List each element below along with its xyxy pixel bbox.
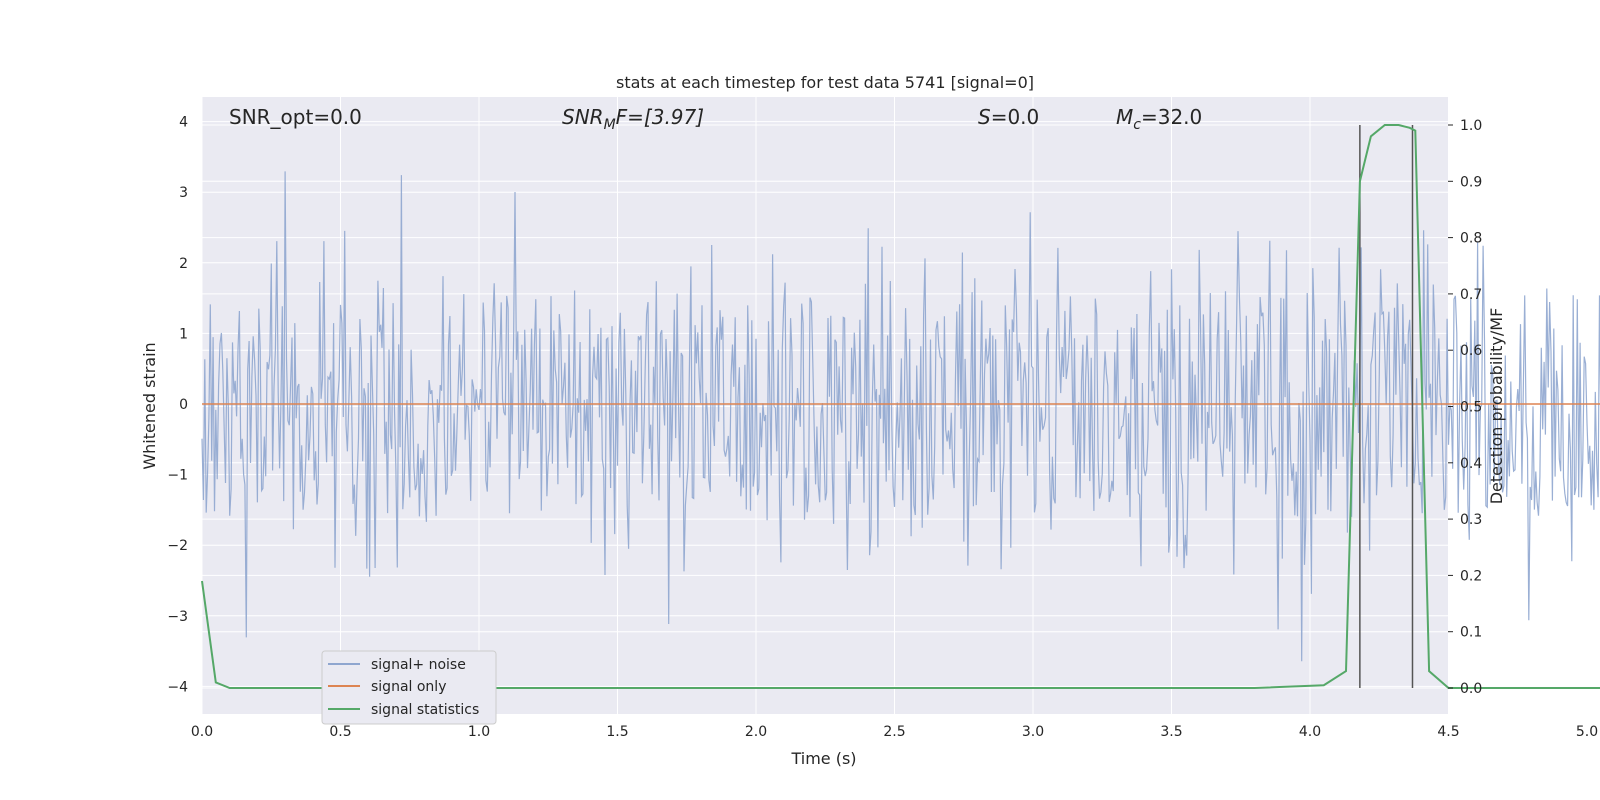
signal-statistics-series: [201, 124, 1600, 689]
x-axis-ticks: 0.00.51.01.52.02.53.03.54.04.55.05.56.06…: [191, 724, 1598, 740]
annotation-s-main: S: [978, 105, 991, 129]
y-right-tick-label: 0.8: [1460, 231, 1482, 247]
x-tick-label: 2.5: [883, 724, 905, 740]
signal-plus-noise-line: [201, 171, 1600, 662]
y-left-tick-label: 4: [179, 115, 188, 131]
x-tick-label: 3.5: [1160, 724, 1182, 740]
plot-background: [202, 97, 1448, 714]
annotation-snr-opt: SNR_opt=0.0: [229, 105, 362, 129]
legend: signal+ noise signal only signal statist…: [321, 650, 497, 725]
annotation-snr-mf-rest: F=[3.97]: [616, 105, 704, 129]
y-left-tick-label: −1: [167, 468, 188, 484]
y-right-tick-label: 1.0: [1460, 118, 1482, 134]
x-tick-label: 4.0: [1299, 724, 1321, 740]
annotation-mc: Mc=32.0: [1116, 105, 1202, 133]
legend-label-signal-statistics: signal statistics: [371, 702, 479, 718]
legend-label-signal-plus-noise: signal+ noise: [371, 657, 466, 673]
y-right-tick-label: 0.7: [1460, 287, 1482, 303]
signal-plus-noise-series: [201, 171, 1600, 662]
x-tick-label: 0.0: [191, 724, 213, 740]
annotation-s: S=0.0: [978, 105, 1039, 129]
y-axis-right-ticks: 1.0 0.9 0.8 0.7 0.6 0.5 0.4 0.3 0.2 0.1 0.0: [1448, 118, 1482, 697]
y-left-tick-label: 3: [179, 185, 188, 201]
y-right-tick-label: 0.3: [1460, 512, 1482, 528]
y-right-tick-label: 0.2: [1460, 568, 1482, 584]
y-left-tick-label: 1: [179, 326, 188, 342]
x-tick-label: 1.0: [468, 724, 490, 740]
y-left-tick-label: −3: [167, 609, 188, 625]
vertical-markers: [1359, 125, 1414, 688]
annotation-mc-main: M: [1116, 105, 1133, 129]
annotation-mc-sub: c: [1133, 117, 1141, 133]
x-tick-label: 1.5: [606, 724, 628, 740]
x-tick-label: 0.5: [329, 724, 351, 740]
y-left-tick-label: 2: [179, 256, 188, 272]
annotation-mc-rest: =32.0: [1141, 105, 1202, 129]
y-right-tick-label: 0.4: [1460, 456, 1482, 472]
x-tick-label: 3.0: [1022, 724, 1044, 740]
annotation-s-rest: =0.0: [991, 105, 1040, 129]
y-right-tick-label: 0.1: [1460, 625, 1482, 641]
x-tick-label: 2.0: [745, 724, 767, 740]
y-axis-left-ticks: 4 3 2 1 0 −1 −2 −3 −4: [167, 115, 188, 696]
annotation-snr-mf-main: SNR: [562, 105, 604, 129]
y-axis-right-label: Detection probability/MF: [1487, 308, 1506, 505]
annotation-snr-mf-sub: M: [604, 117, 616, 133]
y-right-tick-label: 0.0: [1460, 681, 1482, 697]
y-left-tick-label: −4: [167, 679, 188, 695]
x-tick-label: 4.5: [1437, 724, 1459, 740]
x-axis-label: Time (s): [790, 749, 856, 768]
y-left-tick-label: −2: [167, 538, 188, 554]
y-right-tick-label: 0.9: [1460, 174, 1482, 190]
signal-statistics-line: [201, 124, 1600, 689]
legend-label-signal-only: signal only: [371, 679, 446, 695]
y-right-tick-label: 0.6: [1460, 343, 1482, 359]
x-tick-label: 5.0: [1576, 724, 1598, 740]
y-axis-left-label: Whitened strain: [140, 342, 159, 469]
chart-title: stats at each timestep for test data 574…: [616, 73, 1034, 92]
y-left-tick-label: 0: [179, 397, 188, 413]
legend-box: [321, 650, 497, 725]
annotation-snr-mf: SNRMF=[3.97]: [562, 105, 704, 133]
y-right-tick-label: 0.5: [1460, 400, 1482, 416]
